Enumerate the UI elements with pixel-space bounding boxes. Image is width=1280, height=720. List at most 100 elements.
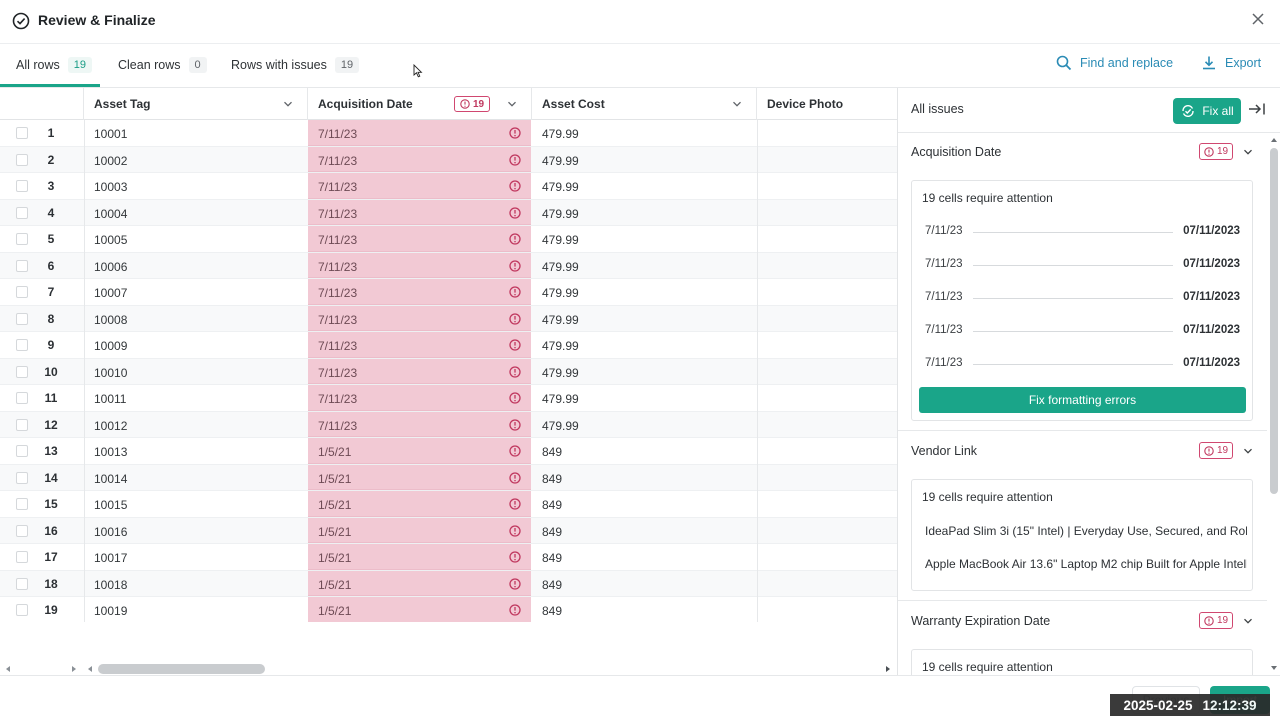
row-checkbox[interactable]: [16, 286, 28, 298]
asset-cost-cell[interactable]: 849: [542, 445, 563, 459]
table-row[interactable]: 1 10001 7/11/23 479.99: [0, 120, 897, 147]
chevron-down-icon[interactable]: [1243, 616, 1253, 626]
row-checkbox[interactable]: [16, 233, 28, 245]
asset-tag-cell[interactable]: 10001: [94, 127, 128, 141]
scrollbar-thumb[interactable]: [98, 664, 265, 674]
asset-tag-cell[interactable]: 10007: [94, 286, 128, 300]
asset-cost-cell[interactable]: 479.99: [542, 153, 579, 168]
asset-tag-cell[interactable]: 10002: [94, 153, 128, 168]
error-icon[interactable]: [509, 312, 521, 325]
table-row[interactable]: 2 10002 7/11/23 479.99: [0, 146, 897, 173]
scroll-down-icon[interactable]: [1270, 664, 1278, 672]
find-and-replace-button[interactable]: Find and replace: [1056, 55, 1173, 71]
asset-cost-cell[interactable]: 479.99: [542, 206, 579, 221]
acquisition-date-cell[interactable]: 7/11/23: [308, 199, 531, 225]
error-icon[interactable]: [509, 153, 521, 166]
table-row[interactable]: 3 10003 7/11/23 479.99: [0, 173, 897, 200]
acquisition-date-cell[interactable]: 7/11/23: [308, 252, 531, 278]
table-row[interactable]: 16 10016 1/5/21 849: [0, 517, 897, 544]
acquisition-date-cell[interactable]: 1/5/21: [308, 597, 531, 622]
asset-tag-cell[interactable]: 10011: [94, 392, 127, 406]
fix-formatting-errors-button[interactable]: Fix formatting errors: [919, 387, 1246, 413]
table-row[interactable]: 18 10018 1/5/21 849: [0, 570, 897, 597]
asset-tag-cell[interactable]: 10019: [94, 604, 128, 618]
asset-tag-cell[interactable]: 10014: [94, 471, 128, 486]
table-row[interactable]: 7 10007 7/11/23 479.99: [0, 279, 897, 306]
table-row[interactable]: 14 10014 1/5/21 849: [0, 464, 897, 491]
error-icon[interactable]: [509, 471, 521, 484]
row-checkbox[interactable]: [16, 445, 28, 457]
row-checkbox[interactable]: [16, 365, 28, 378]
error-icon[interactable]: [509, 445, 521, 457]
asset-cost-cell[interactable]: 849: [542, 471, 563, 486]
error-icon[interactable]: [509, 206, 521, 219]
fix-all-button[interactable]: Fix all: [1173, 98, 1241, 124]
acquisition-date-cell[interactable]: 7/11/23: [308, 385, 531, 411]
table-row[interactable]: 13 10013 1/5/21 849: [0, 438, 897, 465]
tab-clean-rows[interactable]: Clean rows 0: [118, 57, 207, 73]
table-row[interactable]: 11 10011 7/11/23 479.99: [0, 385, 897, 412]
chevron-down-icon[interactable]: [507, 99, 517, 109]
column-header-asset-cost[interactable]: Asset Cost: [532, 88, 757, 120]
asset-cost-cell[interactable]: 479.99: [542, 286, 579, 300]
row-checkbox[interactable]: [16, 604, 28, 616]
asset-cost-cell[interactable]: 479.99: [542, 180, 579, 194]
error-icon[interactable]: [509, 365, 521, 378]
asset-tag-cell[interactable]: 10016: [94, 524, 128, 539]
error-icon[interactable]: [509, 498, 521, 510]
vendor-link-item[interactable]: Apple MacBook Air 13.6" Laptop M2 chip B…: [925, 557, 1247, 571]
error-icon[interactable]: [509, 524, 521, 537]
table-row[interactable]: 5 10005 7/11/23 479.99: [0, 226, 897, 253]
asset-cost-cell[interactable]: 849: [542, 551, 563, 565]
error-icon[interactable]: [509, 418, 521, 431]
asset-tag-cell[interactable]: 10009: [94, 339, 128, 353]
asset-cost-cell[interactable]: 479.99: [542, 127, 579, 141]
asset-cost-cell[interactable]: 479.99: [542, 392, 579, 406]
chevron-down-icon[interactable]: [732, 99, 742, 109]
asset-cost-cell[interactable]: 479.99: [542, 312, 579, 327]
error-icon[interactable]: [509, 339, 521, 351]
asset-tag-cell[interactable]: 10008: [94, 312, 128, 327]
error-icon[interactable]: [509, 577, 521, 590]
row-checkbox[interactable]: [16, 339, 28, 351]
asset-tag-cell[interactable]: 10017: [94, 551, 128, 565]
acquisition-date-cell[interactable]: 7/11/23: [308, 332, 531, 358]
acquisition-date-cell[interactable]: 7/11/23: [308, 120, 531, 146]
scroll-right-icon[interactable]: [70, 665, 78, 673]
acquisition-date-cell[interactable]: 7/11/23: [308, 358, 531, 384]
asset-tag-cell[interactable]: 10015: [94, 498, 128, 512]
asset-cost-cell[interactable]: 849: [542, 524, 563, 539]
row-checkbox[interactable]: [16, 471, 28, 484]
row-checkbox[interactable]: [16, 498, 28, 510]
asset-tag-cell[interactable]: 10003: [94, 180, 128, 194]
acquisition-date-cell[interactable]: 7/11/23: [308, 279, 531, 305]
error-icon[interactable]: [509, 259, 521, 272]
scroll-up-icon[interactable]: [1270, 136, 1278, 144]
scroll-left-icon[interactable]: [86, 665, 94, 673]
row-checkbox[interactable]: [16, 259, 28, 272]
asset-cost-cell[interactable]: 849: [542, 577, 563, 592]
chevron-down-icon[interactable]: [1243, 446, 1253, 456]
row-checkbox[interactable]: [16, 577, 28, 590]
row-checkbox[interactable]: [16, 127, 28, 139]
asset-cost-cell[interactable]: 479.99: [542, 365, 579, 380]
error-icon[interactable]: [509, 392, 521, 404]
asset-tag-cell[interactable]: 10004: [94, 206, 128, 221]
collapse-panel-icon[interactable]: [1248, 102, 1266, 116]
export-button[interactable]: Export: [1201, 55, 1261, 71]
acquisition-date-cell[interactable]: 7/11/23: [308, 411, 531, 437]
error-icon[interactable]: [509, 551, 521, 563]
row-checkbox[interactable]: [16, 180, 28, 192]
acquisition-date-cell[interactable]: 1/5/21: [308, 570, 531, 596]
asset-tag-cell[interactable]: 10010: [94, 365, 128, 380]
table-row[interactable]: 12 10012 7/11/23 479.99: [0, 411, 897, 438]
asset-tag-cell[interactable]: 10018: [94, 577, 128, 592]
asset-tag-cell[interactable]: 10012: [94, 418, 128, 433]
tab-all-rows[interactable]: All rows 19: [16, 57, 93, 73]
row-checkbox[interactable]: [16, 551, 28, 563]
row-checkbox[interactable]: [16, 153, 28, 166]
tab-rows-with-issues[interactable]: Rows with issues 19: [231, 57, 360, 73]
vendor-link-item[interactable]: IdeaPad Slim 3i (15" Intel) | Everyday U…: [925, 524, 1247, 538]
asset-cost-cell[interactable]: 479.99: [542, 418, 579, 433]
table-row[interactable]: 17 10017 1/5/21 849: [0, 544, 897, 571]
